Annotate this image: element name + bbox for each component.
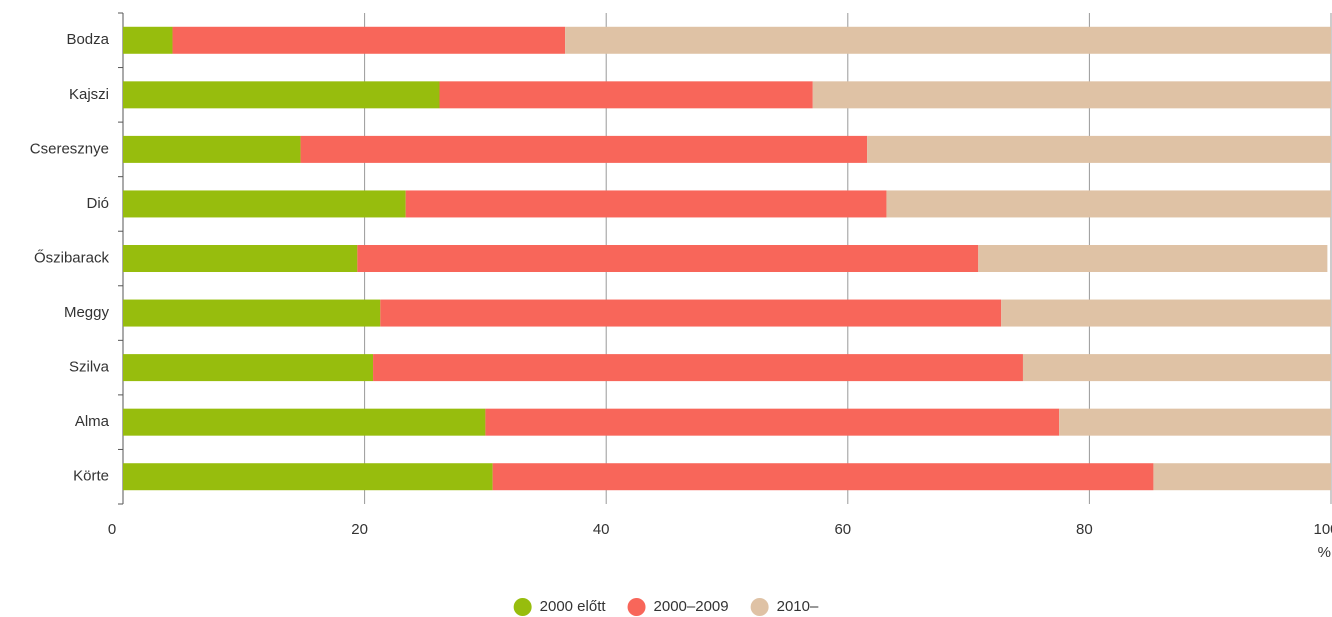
- bar-segment: [123, 245, 358, 272]
- bar-segment: [380, 299, 1002, 327]
- bar-segment: [123, 81, 440, 109]
- legend-label: 2000 előtt: [540, 598, 607, 615]
- bar-segment: [405, 190, 887, 218]
- bar-segment: [867, 135, 1331, 163]
- bar-segment: [123, 299, 381, 327]
- x-tick-label: 60: [834, 521, 851, 538]
- bar-segment: [300, 135, 868, 163]
- bar-segment: [123, 408, 486, 436]
- x-tick-label: 40: [593, 521, 610, 538]
- legend-marker: [513, 598, 532, 616]
- bar-segment: [123, 135, 301, 163]
- bar-segment: [812, 81, 1331, 109]
- legend-label: 2000–2009: [654, 598, 729, 615]
- y-tick-label: Szilva: [69, 359, 110, 376]
- y-tick-label: Dió: [86, 195, 109, 212]
- bar-segment: [123, 190, 406, 218]
- bar-segment: [172, 26, 566, 54]
- y-tick-label: Őszibarack: [34, 249, 110, 266]
- bar-segment: [439, 81, 813, 109]
- bar-segment: [1153, 463, 1331, 491]
- bar-segment: [1001, 299, 1331, 327]
- bar-segment: [123, 463, 493, 491]
- x-tick-label: 20: [351, 521, 368, 538]
- y-tick-label: Meggy: [64, 304, 110, 321]
- bar-segment: [357, 245, 979, 272]
- bar-segment: [492, 463, 1154, 491]
- y-tick-label: Körte: [73, 468, 109, 485]
- x-tick-label: 80: [1076, 521, 1093, 538]
- y-tick-label: Bodza: [66, 31, 109, 48]
- bar-segment: [373, 354, 1023, 382]
- bar-segment: [123, 26, 173, 54]
- y-tick-label: Kajszi: [69, 86, 109, 103]
- bar-segment: [565, 26, 1331, 54]
- y-tick-label: Alma: [75, 413, 110, 430]
- x-axis-label: %: [1318, 544, 1331, 561]
- x-tick-label: 100: [1313, 521, 1332, 538]
- bar-segment: [978, 245, 1328, 272]
- legend-marker: [627, 598, 646, 616]
- bar-segment: [1022, 354, 1331, 382]
- x-tick-label: 0: [108, 521, 116, 538]
- bar-segment: [1059, 408, 1331, 436]
- bar-segment: [886, 190, 1331, 218]
- bar-segment: [485, 408, 1060, 436]
- y-tick-label: Cseresznye: [30, 140, 109, 157]
- legend-label: 2010–: [777, 598, 819, 615]
- legend-marker: [750, 598, 769, 616]
- bar-segment: [123, 354, 374, 382]
